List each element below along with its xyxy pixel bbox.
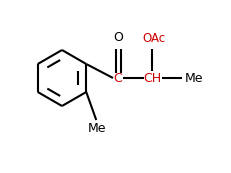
Text: CH: CH	[143, 71, 161, 84]
Text: Me: Me	[185, 71, 204, 84]
Text: OAc: OAc	[143, 32, 166, 45]
Text: O: O	[113, 31, 123, 44]
Text: Me: Me	[88, 122, 106, 135]
Text: C: C	[114, 71, 122, 84]
